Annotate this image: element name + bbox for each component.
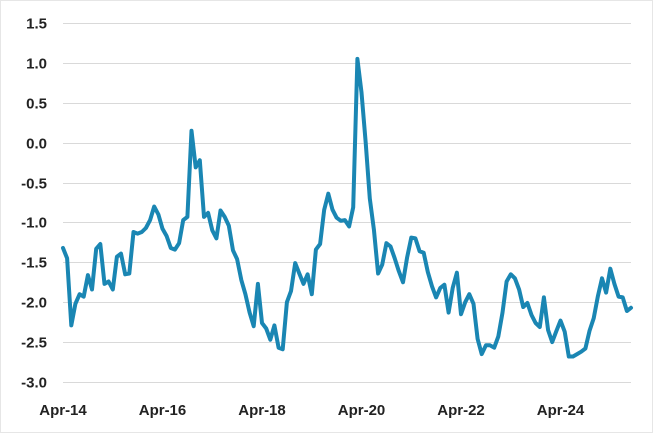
x-tick-label: Apr-20: [338, 402, 386, 419]
y-tick-label: -1.5: [21, 255, 47, 272]
x-tick-label: Apr-18: [238, 402, 286, 419]
y-tick-label: -0.5: [21, 176, 47, 193]
y-axis-ticks: 1.5 1.0 0.5 0.0 -0.5 -1.0 -1.5 -2.0 -2.5 -3.0: [21, 16, 47, 392]
x-tick-label: Apr-24: [537, 402, 585, 419]
y-tick-label: -2.0: [21, 295, 47, 312]
y-tick-label: 0.0: [26, 136, 47, 153]
x-tick-label: Apr-22: [437, 402, 485, 419]
y-tick-label: -3.0: [21, 375, 47, 392]
y-tick-label: 1.0: [26, 56, 47, 73]
x-tick-label: Apr-16: [139, 402, 187, 419]
y-tick-label: 0.5: [26, 96, 47, 113]
series-line: [61, 56, 633, 359]
y-tick-label: -2.5: [21, 335, 47, 352]
y-tick-label: 1.5: [26, 16, 47, 33]
y-tick-label: -1.0: [21, 215, 47, 232]
gridlines: [63, 23, 631, 383]
x-axis-ticks: Apr-14 Apr-16 Apr-18 Apr-20 Apr-22 Apr-24: [39, 402, 585, 419]
x-tick-label: Apr-14: [39, 402, 87, 419]
